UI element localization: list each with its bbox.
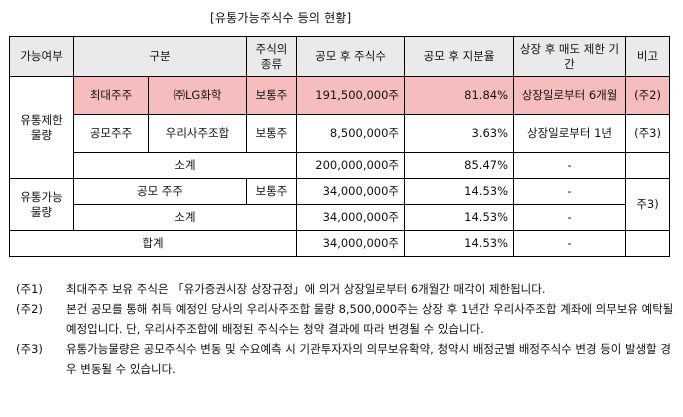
cell-shares: 34,000,000주 bbox=[296, 204, 406, 231]
cell-lockup: 상장일로부터 1년 bbox=[513, 114, 627, 153]
cell-total-label: 합계 bbox=[8, 230, 298, 257]
cell-remark-empty bbox=[625, 152, 671, 179]
cell-lockup: - bbox=[513, 230, 627, 257]
cell-lockup: - bbox=[513, 204, 627, 231]
cell-holder-type: 최대주주 bbox=[73, 76, 149, 115]
distributable-shares-table: 가능여부 구분 주식의 종류 공모 후 주식수 공모 후 지분율 상장 후 매도… bbox=[8, 36, 671, 257]
cell-shares: 8,500,000주 bbox=[296, 114, 406, 153]
footnote: (주1) 최대주주 보유 주식은 「유가증권시장 상장규정」에 의거 상장일로부… bbox=[16, 279, 676, 299]
cell-share-type: 보통주 bbox=[246, 178, 298, 205]
header-remarks: 비고 bbox=[625, 36, 671, 77]
cell-ratio: 14.53% bbox=[404, 178, 515, 205]
cell-share-type: 보통주 bbox=[246, 114, 298, 153]
cell-holder-name: ㈜LG화학 bbox=[147, 76, 248, 115]
cell-shares: 200,000,000주 bbox=[296, 152, 406, 179]
cell-remark: (주3) bbox=[625, 114, 671, 153]
cell-ratio: 14.53% bbox=[404, 230, 515, 257]
subtotal-row: 소계 34,000,000주 14.53% - bbox=[10, 204, 670, 231]
header-share-type: 주식의 종류 bbox=[246, 36, 298, 77]
header-category: 구분 bbox=[72, 36, 248, 77]
cell-ratio: 85.47% bbox=[404, 152, 515, 179]
header-shares-after-offering: 공모 후 주식수 bbox=[296, 36, 406, 77]
footnote-label: (주2) bbox=[16, 302, 43, 316]
header-ratio-after-offering: 공모 후 지분율 bbox=[404, 36, 515, 77]
cell-remark: (주2) bbox=[625, 76, 671, 115]
group-label-restricted: 유통제한 물량 bbox=[9, 76, 74, 179]
table-row: 유통제한 물량 최대주주 ㈜LG화학 보통주 191,500,000주 81.8… bbox=[9, 76, 671, 179]
footnotes: (주1) 최대주주 보유 주식은 「유가증권시장 상장규정」에 의거 상장일로부… bbox=[16, 279, 676, 379]
cell-ratio: 81.84% bbox=[404, 76, 515, 115]
table-row: 유통가능 물량 공모 주주 보통주 34,000,000주 14.53% - 주… bbox=[9, 178, 671, 231]
table-row: 공모주주 우리사주조합 보통주 8,500,000주 3.63% 상장일로부터 … bbox=[10, 114, 671, 153]
cell-ratio: 3.63% bbox=[404, 114, 515, 153]
footnote-label: (주3) bbox=[16, 342, 43, 356]
total-row: 합계 34,000,000주 14.53% - bbox=[8, 230, 671, 257]
cell-holder-type: 공모 주주 bbox=[72, 178, 248, 205]
cell-shares: 191,500,000주 bbox=[296, 76, 406, 115]
cell-lockup: - bbox=[513, 152, 627, 179]
cell-subtotal-label: 소계 bbox=[72, 152, 298, 179]
cell-lockup: - bbox=[513, 178, 627, 205]
footnote: (주3) 유통가능물량은 공모주식수 변동 및 수요예측 시 기관투자자의 의무… bbox=[16, 339, 676, 379]
subtotal-row: 소계 200,000,000주 85.47% - bbox=[10, 152, 671, 179]
cell-remark: 주3) bbox=[625, 178, 671, 231]
cell-lockup: 상장일로부터 6개월 bbox=[513, 76, 627, 115]
table-title: [유통가능주식수 등의 현황] bbox=[210, 11, 352, 25]
header-lockup-period: 상장 후 매도 제한 기간 bbox=[513, 36, 627, 77]
footnote-text: 최대주주 보유 주식은 「유가증권시장 상장규정」에 의거 상장일로부터 6개월… bbox=[66, 282, 546, 296]
cell-subtotal-label: 소계 bbox=[72, 204, 298, 231]
cell-shares: 34,000,000주 bbox=[296, 230, 406, 257]
cell-share-type: 보통주 bbox=[246, 76, 298, 115]
footnote-label: (주1) bbox=[16, 282, 43, 296]
cell-ratio: 14.53% bbox=[404, 204, 515, 231]
footnote-text: 본건 공모를 통해 취득 예정인 당사의 우리사주조합 물량 8,500,000… bbox=[66, 302, 674, 336]
cell-remark-empty bbox=[625, 230, 671, 257]
cell-holder-type: 공모주주 bbox=[73, 114, 149, 153]
footnote: (주2) 본건 공모를 통해 취득 예정인 당사의 우리사주조합 물량 8,50… bbox=[16, 299, 676, 339]
header-row: 가능여부 구분 주식의 종류 공모 후 주식수 공모 후 지분율 상장 후 매도… bbox=[9, 36, 671, 77]
footnote-text: 유통가능물량은 공모주식수 변동 및 수요예측 시 기관투자자의 의무보유확약,… bbox=[66, 342, 671, 376]
cell-holder-name: 우리사주조합 bbox=[147, 114, 248, 153]
group-label-distributable: 유통가능 물량 bbox=[9, 178, 74, 231]
header-availability: 가능여부 bbox=[9, 36, 74, 77]
cell-shares: 34,000,000주 bbox=[296, 178, 406, 205]
